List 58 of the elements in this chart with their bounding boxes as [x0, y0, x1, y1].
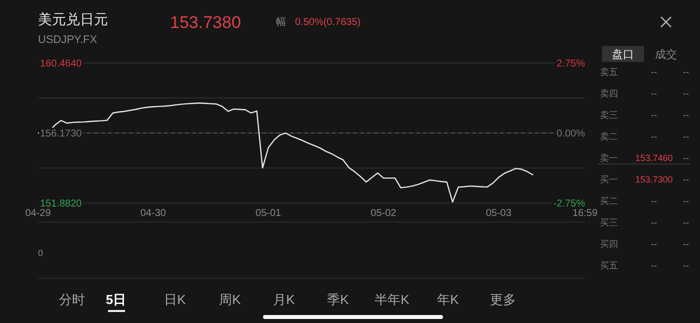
text: 买五 — [600, 260, 618, 270]
y-tick-label: 160.4640 — [40, 58, 82, 70]
x-tick-label: 16:59 — [572, 208, 598, 219]
text: -- — [683, 132, 689, 142]
y-tick-label: 151.8820 — [40, 198, 82, 210]
text: -- — [651, 239, 657, 249]
text: 月K — [273, 292, 296, 307]
text: -- — [651, 67, 657, 77]
text: -- — [683, 110, 689, 120]
text: -- — [683, 174, 689, 184]
text: -- — [651, 110, 657, 120]
text: 买四 — [600, 239, 618, 249]
text: -- — [651, 260, 657, 270]
text: 卖二 — [600, 132, 618, 142]
text: -- — [683, 218, 689, 228]
y2-tick-label: 2.75% — [556, 58, 586, 70]
text: 卖五 — [600, 67, 618, 77]
text: -- — [683, 260, 689, 270]
text: 幅 — [276, 16, 286, 28]
text: 买二 — [600, 196, 618, 206]
text: -- — [683, 196, 689, 206]
text: 卖一 — [600, 153, 618, 163]
chart-title: 美元兑日元 — [38, 11, 108, 27]
text: -- — [683, 67, 689, 77]
text: -- — [651, 218, 657, 228]
text: 0.50%(0.7635) — [295, 17, 361, 28]
x-tick-label: 05-03 — [486, 208, 512, 219]
text: 更多 — [490, 292, 516, 307]
text: 盘口 — [612, 49, 634, 61]
text: -- — [651, 88, 657, 98]
x-tick-label: 04-30 — [140, 208, 166, 219]
x-tick-label: 04-29 — [25, 208, 52, 219]
y2-tick-label: 0.00% — [556, 128, 586, 140]
text: 分时 — [59, 292, 85, 307]
x-tick-label: 05-02 — [370, 208, 397, 219]
text: 卖四 — [600, 88, 618, 98]
text: 买一 — [600, 174, 618, 184]
text: -- — [651, 196, 657, 206]
text: 买三 — [600, 218, 618, 228]
text: -- — [683, 88, 689, 98]
text: 年K — [437, 292, 460, 307]
chart-subtitle: USDJPY.FX — [38, 34, 98, 46]
text: 153.7380 — [170, 13, 241, 32]
text: 153.7300 — [635, 174, 673, 184]
text: 日K — [164, 292, 186, 307]
text: 0 — [38, 248, 44, 258]
text: 周K — [219, 292, 242, 307]
y2-tick-label: -2.75% — [553, 198, 586, 210]
text: 卖三 — [600, 110, 618, 120]
text: 5日 — [106, 292, 126, 307]
text: 成交 — [655, 48, 677, 61]
text: -- — [683, 239, 689, 249]
text: -- — [651, 132, 657, 142]
text: 季K — [327, 292, 350, 307]
x-tick-label: 05-01 — [256, 208, 282, 219]
text: 半年K — [374, 292, 410, 307]
text: 153.7460 — [635, 153, 673, 163]
text: -- — [683, 153, 689, 163]
